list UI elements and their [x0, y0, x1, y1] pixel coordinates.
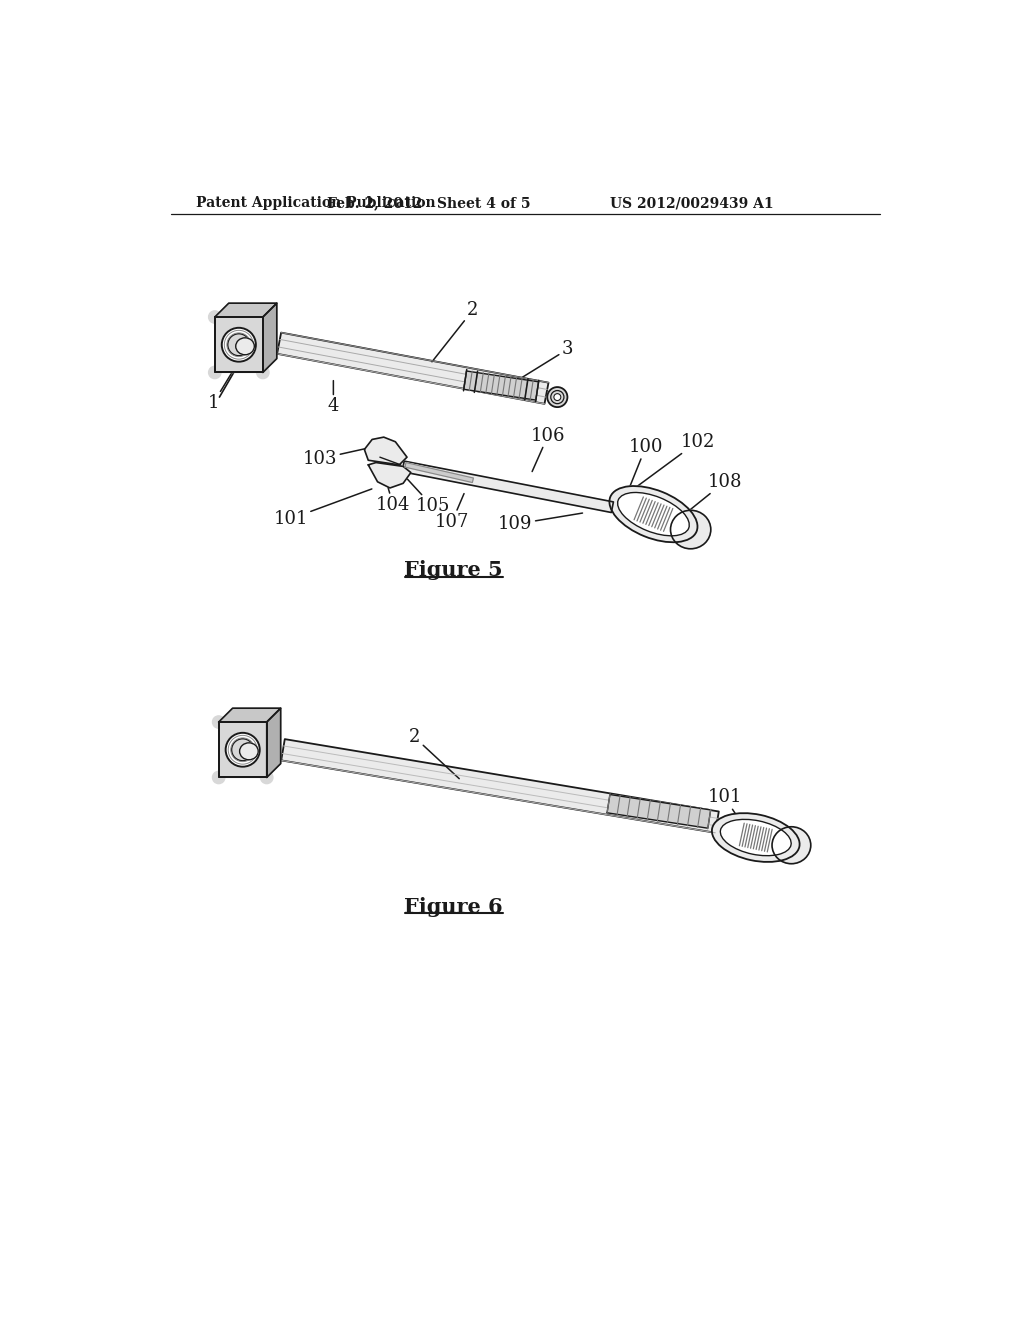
Text: 2: 2 [432, 301, 478, 362]
Ellipse shape [225, 733, 260, 767]
Ellipse shape [554, 393, 561, 400]
Text: 101: 101 [273, 488, 372, 528]
Text: 108: 108 [677, 473, 742, 520]
Ellipse shape [231, 739, 254, 760]
Text: 104: 104 [376, 475, 411, 513]
Text: Patent Application Publication: Patent Application Publication [197, 197, 436, 210]
Polygon shape [263, 304, 276, 372]
Circle shape [209, 367, 221, 379]
Text: 106: 106 [530, 426, 565, 471]
Ellipse shape [240, 743, 258, 760]
Polygon shape [464, 371, 539, 400]
Circle shape [212, 771, 225, 784]
Ellipse shape [617, 492, 689, 536]
Polygon shape [215, 304, 276, 317]
Circle shape [260, 771, 273, 784]
Ellipse shape [720, 820, 792, 855]
Text: Feb. 2, 2012   Sheet 4 of 5: Feb. 2, 2012 Sheet 4 of 5 [327, 197, 530, 210]
Polygon shape [266, 708, 281, 777]
Polygon shape [369, 462, 411, 488]
Polygon shape [282, 739, 719, 833]
Text: 3: 3 [510, 341, 573, 385]
Ellipse shape [547, 387, 567, 407]
Text: 2: 2 [409, 729, 459, 779]
Circle shape [212, 715, 225, 729]
Polygon shape [215, 317, 263, 372]
Text: 100: 100 [622, 438, 663, 506]
Polygon shape [365, 437, 407, 465]
Text: 103: 103 [303, 447, 370, 467]
Text: 107: 107 [435, 494, 469, 531]
Polygon shape [219, 722, 266, 777]
Ellipse shape [609, 486, 697, 543]
Text: 1: 1 [208, 360, 239, 412]
Text: 109: 109 [499, 513, 583, 533]
Ellipse shape [222, 327, 256, 362]
Polygon shape [404, 462, 473, 483]
Circle shape [209, 312, 221, 323]
Text: 4: 4 [328, 380, 339, 416]
Polygon shape [607, 795, 711, 828]
Ellipse shape [671, 511, 711, 549]
Circle shape [257, 367, 269, 379]
Text: 102: 102 [625, 433, 715, 495]
Polygon shape [278, 333, 549, 404]
Circle shape [257, 312, 269, 323]
Polygon shape [402, 461, 613, 512]
Text: US 2012/0029439 A1: US 2012/0029439 A1 [610, 197, 774, 210]
Ellipse shape [712, 813, 800, 862]
Text: 101: 101 [708, 788, 746, 830]
Circle shape [260, 715, 273, 729]
Text: 105: 105 [401, 473, 450, 515]
Ellipse shape [772, 826, 811, 863]
Ellipse shape [236, 338, 254, 355]
Ellipse shape [227, 334, 250, 356]
Polygon shape [219, 708, 281, 722]
Text: Figure 5: Figure 5 [404, 561, 503, 581]
Text: Figure 6: Figure 6 [404, 896, 503, 917]
